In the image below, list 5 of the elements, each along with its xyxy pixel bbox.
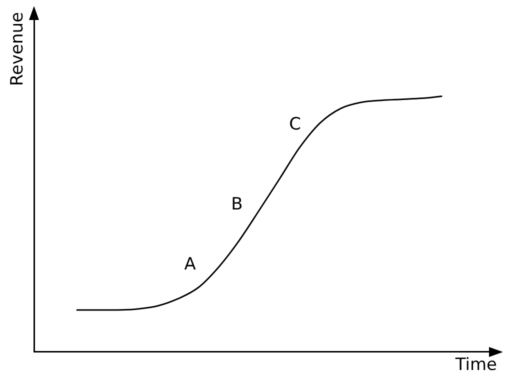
y-axis-title: Revenue (8, 12, 28, 86)
annotation: A (184, 254, 196, 274)
annotation: C (289, 114, 301, 134)
x-axis-title: Time (454, 355, 497, 376)
annotation: B (231, 194, 243, 214)
